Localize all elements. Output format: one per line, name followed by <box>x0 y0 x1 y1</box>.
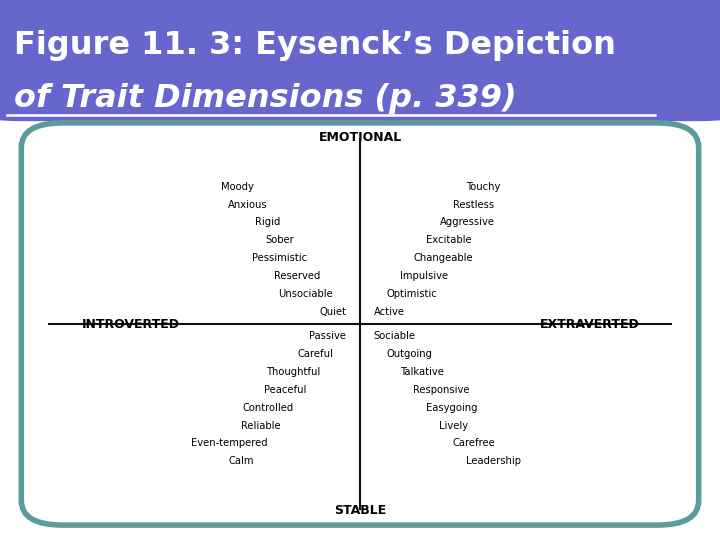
Text: Figure 11. 3: Eysenck’s Depiction: Figure 11. 3: Eysenck’s Depiction <box>14 30 616 60</box>
Text: EXTRAVERTED: EXTRAVERTED <box>540 318 639 330</box>
Text: Passive: Passive <box>309 332 346 341</box>
Text: Reliable: Reliable <box>241 421 281 430</box>
Text: INTROVERTED: INTROVERTED <box>82 318 180 330</box>
Text: EMOTIONAL: EMOTIONAL <box>318 131 402 144</box>
Text: Thoughtful: Thoughtful <box>266 367 320 377</box>
Text: Pessimistic: Pessimistic <box>252 253 307 263</box>
Text: Calm: Calm <box>229 456 254 466</box>
Text: Leadership: Leadership <box>466 456 521 466</box>
FancyBboxPatch shape <box>0 0 720 121</box>
Text: Active: Active <box>374 307 405 316</box>
Text: Responsive: Responsive <box>413 385 469 395</box>
Text: Easygoing: Easygoing <box>426 403 478 413</box>
Text: Quiet: Quiet <box>319 307 346 316</box>
Text: Touchy: Touchy <box>466 182 500 192</box>
FancyBboxPatch shape <box>22 123 698 525</box>
Text: Talkative: Talkative <box>400 367 444 377</box>
Text: Changeable: Changeable <box>413 253 473 263</box>
Text: Sober: Sober <box>265 235 294 245</box>
Text: Peaceful: Peaceful <box>264 385 307 395</box>
Text: Optimistic: Optimistic <box>387 289 438 299</box>
Text: Impulsive: Impulsive <box>400 271 449 281</box>
Text: Lively: Lively <box>439 421 469 430</box>
Text: Controlled: Controlled <box>243 403 294 413</box>
Text: Excitable: Excitable <box>426 235 472 245</box>
Text: Careful: Careful <box>297 349 333 359</box>
Text: Unsociable: Unsociable <box>279 289 333 299</box>
Text: Sociable: Sociable <box>374 332 416 341</box>
Text: Rigid: Rigid <box>255 218 281 227</box>
Text: Anxious: Anxious <box>228 200 267 210</box>
Text: of Trait Dimensions (p. 339): of Trait Dimensions (p. 339) <box>14 83 517 114</box>
Text: Carefree: Carefree <box>453 438 495 448</box>
Text: Restless: Restless <box>453 200 494 210</box>
Text: Moody: Moody <box>221 182 254 192</box>
Text: Reserved: Reserved <box>274 271 320 281</box>
Text: STABLE: STABLE <box>334 504 386 517</box>
Text: Aggressive: Aggressive <box>439 218 495 227</box>
Text: Outgoing: Outgoing <box>387 349 433 359</box>
Text: Even-tempered: Even-tempered <box>191 438 267 448</box>
